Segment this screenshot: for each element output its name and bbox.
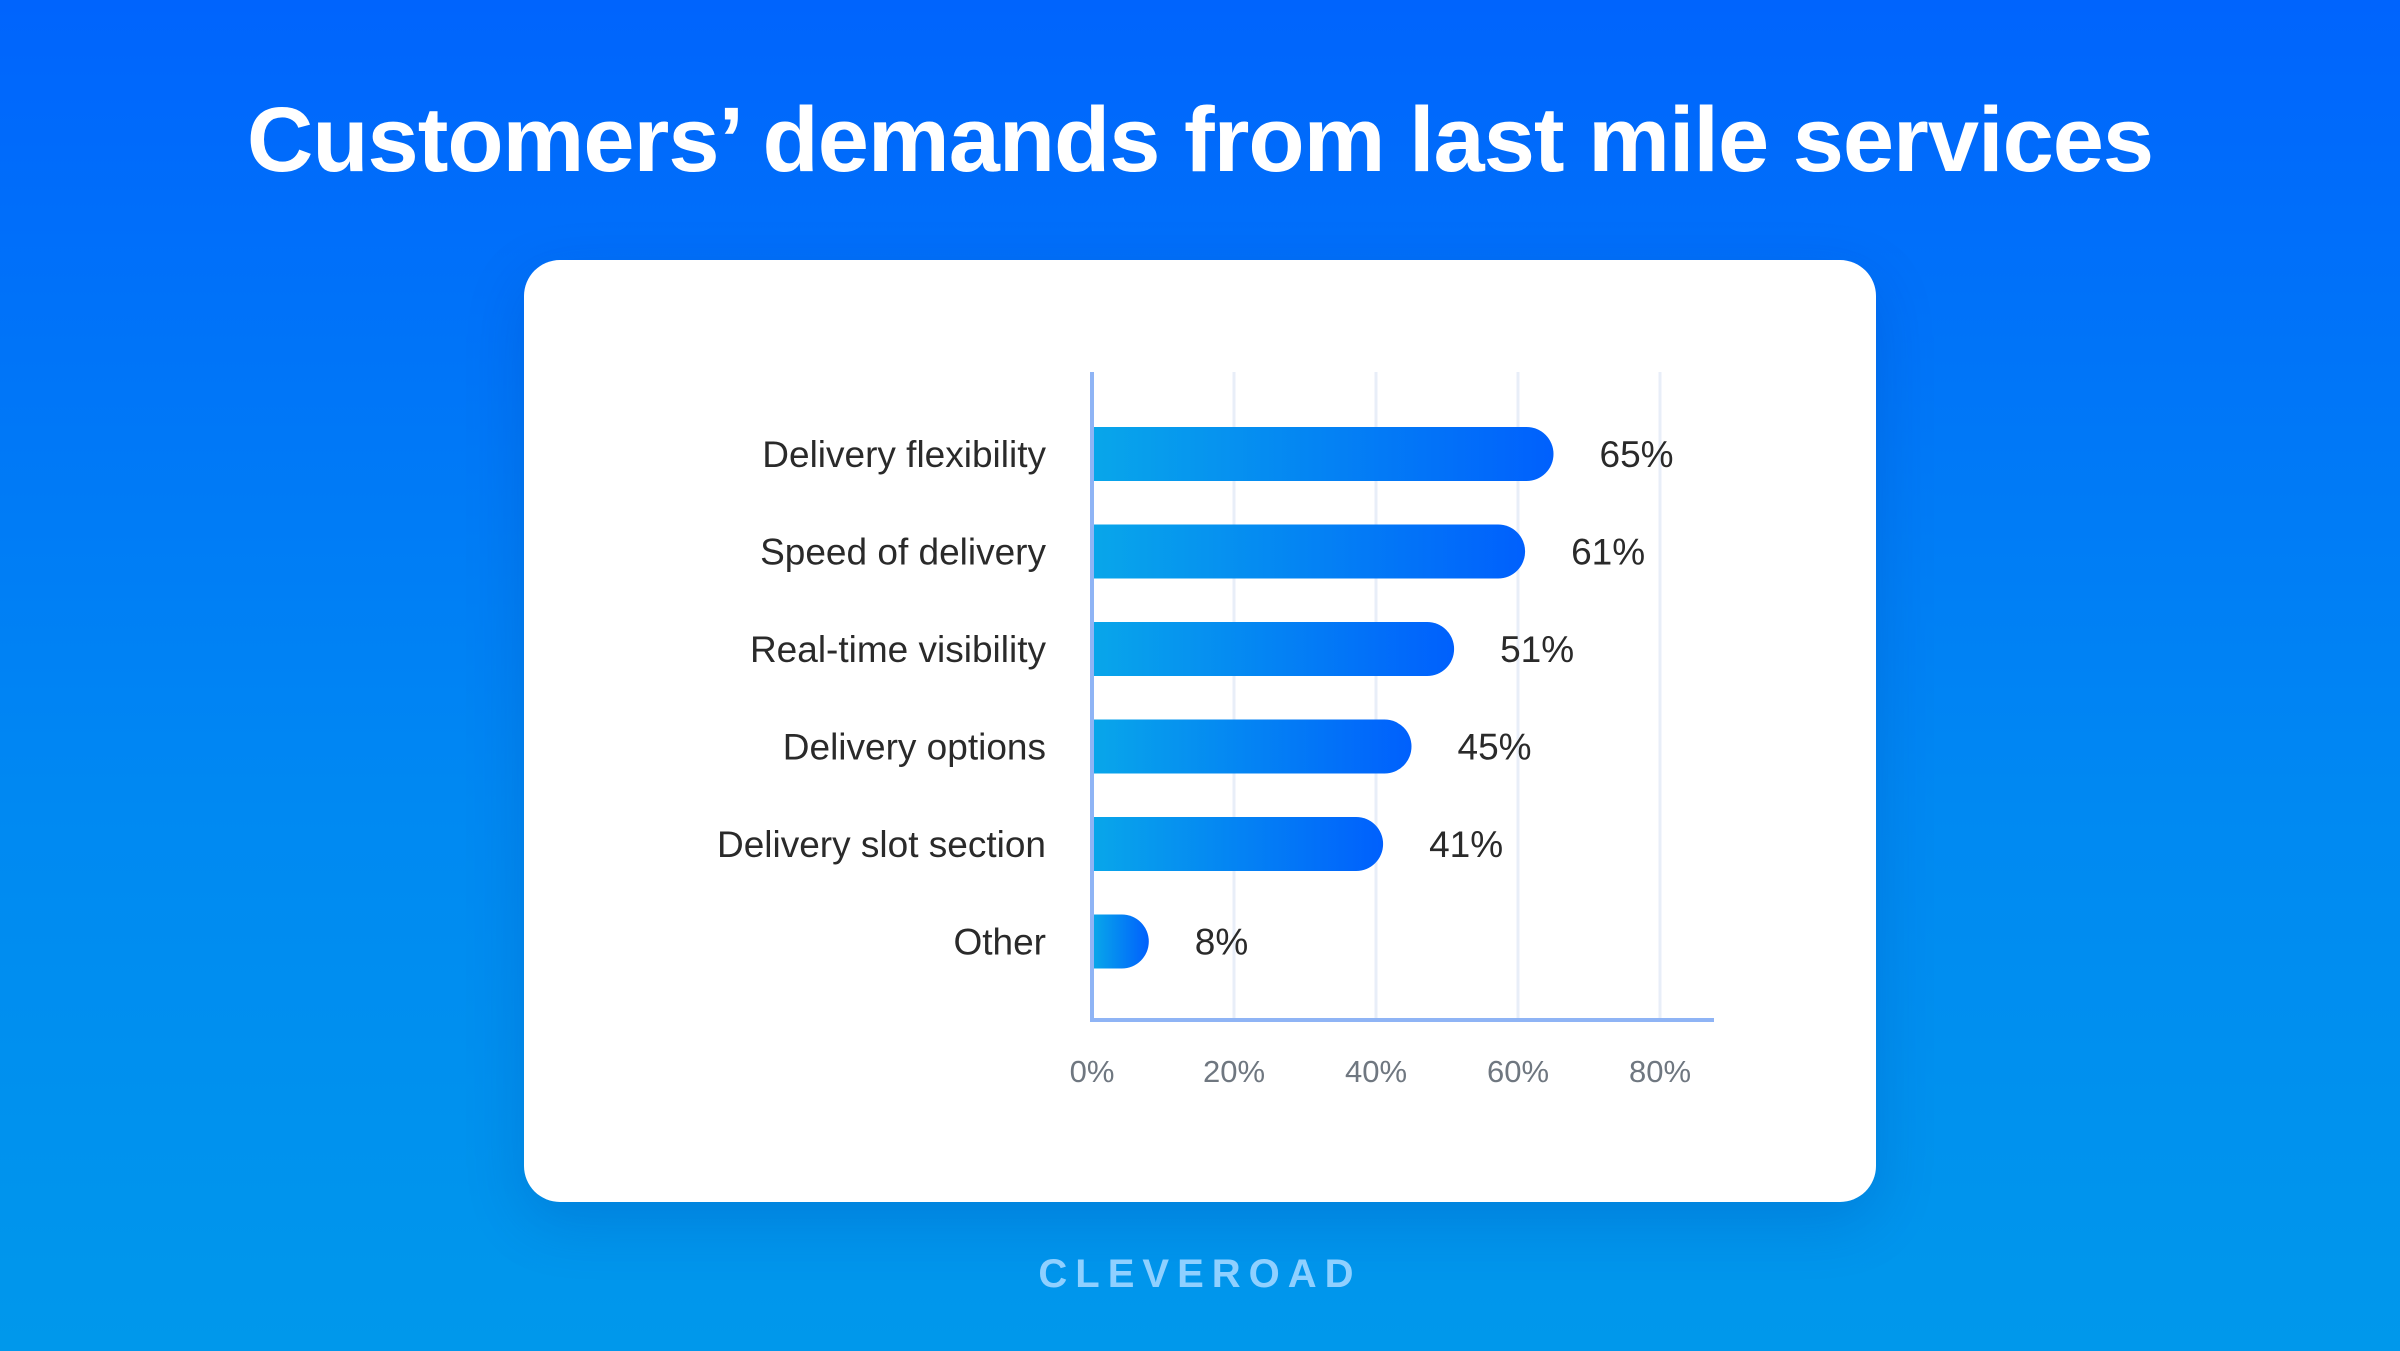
- category-label: Delivery slot section: [717, 824, 1046, 865]
- page-title: Customers’ demands from last mile servic…: [246, 89, 2154, 191]
- category-label: Real-time visibility: [750, 629, 1047, 670]
- value-label: 45%: [1458, 727, 1532, 768]
- bar: [1094, 817, 1384, 871]
- x-tick-label: 0%: [1070, 1054, 1115, 1089]
- brand-logo: CLEVEROAD: [1038, 1252, 1362, 1296]
- bar: [1094, 622, 1455, 676]
- category-label: Delivery options: [783, 727, 1046, 768]
- x-tick-label: 40%: [1345, 1054, 1407, 1089]
- value-label: 41%: [1429, 824, 1503, 865]
- bar-chart: 0% 20% 40% 60% 80% Delivery flexibility 65% Spe…: [717, 372, 1714, 1089]
- chart-card: 0% 20% 40% 60% 80% Delivery flexibility 65% Spe…: [524, 260, 1876, 1202]
- value-label: 61%: [1571, 532, 1645, 573]
- bar: [1094, 427, 1554, 481]
- value-label: 51%: [1500, 629, 1574, 670]
- x-tick-label: 80%: [1629, 1054, 1691, 1089]
- category-label: Delivery flexibility: [762, 434, 1046, 475]
- value-label: 65%: [1600, 434, 1674, 475]
- category-label: Speed of delivery: [760, 532, 1046, 573]
- x-tick-label: 20%: [1203, 1054, 1265, 1089]
- bar: [1094, 524, 1526, 579]
- category-label: Other: [953, 922, 1046, 963]
- bar: [1094, 914, 1149, 969]
- bar: [1094, 719, 1412, 774]
- x-tick-label: 60%: [1487, 1054, 1549, 1089]
- value-label: 8%: [1195, 922, 1248, 963]
